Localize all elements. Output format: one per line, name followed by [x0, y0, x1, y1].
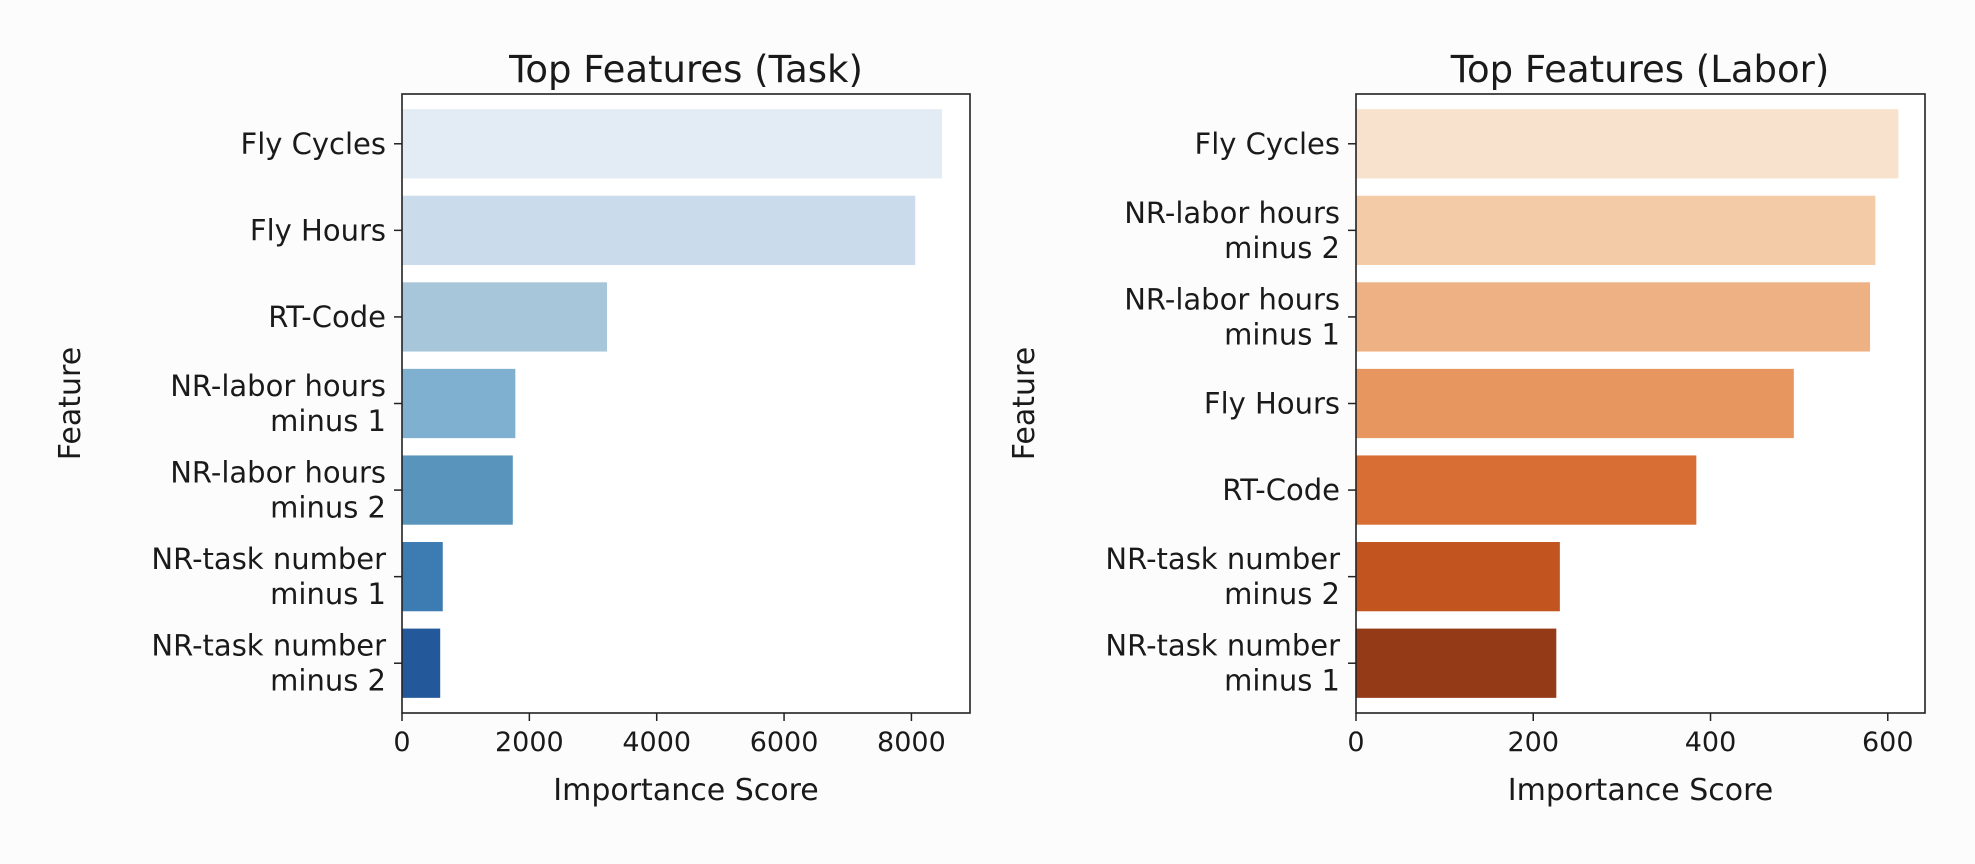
task-chart-title: Top Features (Task) [508, 48, 863, 91]
task-xtick-label-2: 4000 [622, 727, 691, 758]
labor-bar-3 [1356, 368, 1794, 439]
task-xtick-label-4: 8000 [877, 727, 946, 758]
labor-category-label-1: NR-labor hours minus 2 [1124, 196, 1340, 265]
labor-chart-title: Top Features (Labor) [1450, 48, 1830, 91]
labor-bar-1 [1356, 195, 1876, 265]
labor-category-label-2: NR-labor hours minus 1 [1124, 282, 1340, 351]
labor-xtick-label-0: 0 [1347, 727, 1364, 758]
task-bar-0 [402, 109, 942, 179]
labor-chart-panel: Fly Cycles NR-labor hours minus 2 NR-labor … [1007, 48, 1926, 808]
task-xtick-label-0: 0 [393, 727, 410, 758]
task-bar-4 [402, 455, 513, 525]
task-category-label-3: NR-labor hours minus 1 [170, 369, 386, 438]
labor-category-label-5: NR-task number minus 2 [1105, 542, 1340, 611]
task-category-label-6: NR-task number minus 2 [151, 629, 386, 698]
labor-xtick-label-1: 200 [1507, 727, 1559, 758]
labor-category-label-4: RT-Code [1222, 473, 1340, 507]
task-bar-2 [402, 282, 608, 352]
task-category-label-1: Fly Hours [250, 213, 386, 247]
labor-category-label-3: Fly Hours [1204, 387, 1340, 421]
task-chart-panel: Fly Cycles Fly Hours RT-Code NR-labor hours… [53, 48, 971, 808]
labor-xtick-label-3: 600 [1862, 727, 1914, 758]
task-axes-frame [401, 93, 971, 714]
labor-x-axis-label: Importance Score [1508, 773, 1773, 808]
task-xtick-label-1: 2000 [495, 727, 564, 758]
task-bar-1 [402, 195, 916, 265]
task-bar-5 [402, 542, 443, 612]
labor-y-axis-label: Feature [1007, 347, 1042, 460]
task-xtick-label-3: 6000 [750, 727, 819, 758]
labor-bar-4 [1356, 455, 1697, 525]
labor-bar-6 [1356, 628, 1557, 698]
task-x-axis-label: Importance Score [553, 773, 818, 808]
task-bar-6 [402, 628, 441, 698]
task-category-label-5: NR-task number minus 1 [151, 542, 386, 611]
labor-bar-0 [1356, 109, 1899, 179]
labor-bar-5 [1356, 542, 1560, 612]
task-y-axis-label: Feature [53, 347, 88, 460]
task-category-label-4: NR-labor hours minus 2 [170, 456, 386, 525]
task-bar-3 [402, 368, 516, 439]
labor-xtick-label-2: 400 [1685, 727, 1737, 758]
task-category-label-2: RT-Code [268, 300, 386, 334]
labor-category-label-0: Fly Cycles [1195, 127, 1340, 161]
labor-category-label-6: NR-task number minus 1 [1105, 629, 1340, 698]
task-category-label-0: Fly Cycles [241, 127, 386, 161]
labor-axes-frame [1355, 93, 1926, 714]
labor-bar-2 [1356, 282, 1871, 352]
